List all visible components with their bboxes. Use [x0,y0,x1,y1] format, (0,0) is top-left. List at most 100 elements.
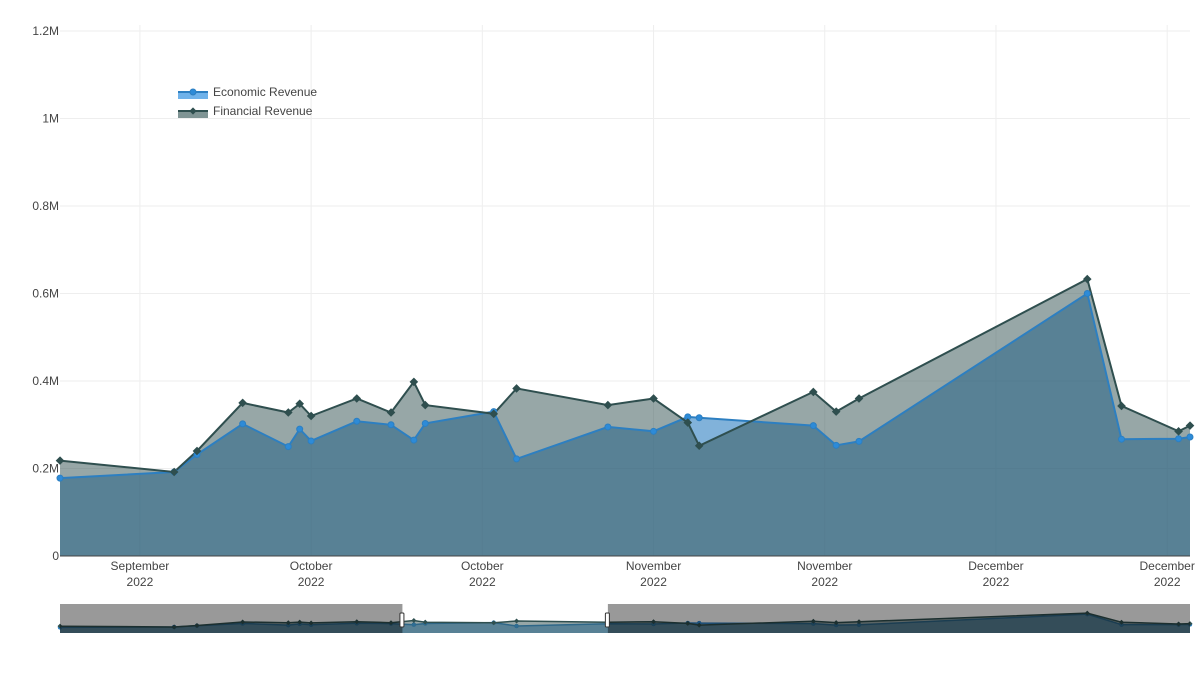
marker-layer [55,274,1195,482]
financial-revenue-point[interactable] [420,400,430,410]
y-tick-label: 1.2M [32,24,59,38]
financial-revenue-point[interactable] [169,467,179,477]
financial-revenue-point[interactable] [352,394,362,403]
economic-revenue-point[interactable] [56,474,64,482]
range-mini-point [285,620,291,626]
range-mini-point [856,619,862,625]
financial-revenue-point[interactable] [1174,427,1183,436]
range-mini-point [240,619,246,625]
range-handle-right[interactable] [604,612,610,628]
financial-revenue-point[interactable] [512,384,521,393]
x-tick-label: December 2022 [1139,559,1194,589]
financial-revenue-point[interactable] [409,377,419,387]
range-mini-point [354,619,360,625]
range-mini-point [411,617,417,623]
financial-revenue-point[interactable] [306,411,316,421]
range-mini-point [696,622,702,628]
x-tick-label: October 2022 [290,559,333,589]
financial-revenue-point[interactable] [854,394,864,403]
economic-revenue-point[interactable] [239,420,247,428]
economic-revenue-point[interactable] [1083,290,1091,297]
y-tick-label: 0.8M [32,199,59,213]
range-mini-point [422,619,428,625]
economic-revenue-point[interactable] [296,425,304,433]
y-tick-label: 1M [42,112,59,126]
range-mini-point [171,624,177,630]
legend[interactable]: Economic Revenue Financial Revenue [178,85,317,118]
line-economic-revenue [59,291,1191,480]
economic-revenue-point[interactable] [513,455,521,463]
financial-revenue-point[interactable] [386,408,396,417]
range-mini-point [514,618,520,624]
economic-revenue-point[interactable] [1186,433,1194,441]
range-mini-point [57,623,63,629]
x-tick-label: October 2022 [461,559,504,589]
range-mini-point [651,619,657,625]
economic-revenue-point[interactable] [695,414,703,422]
economic-revenue-point[interactable] [650,427,658,435]
range-mini-point [810,618,816,624]
economic-revenue-point[interactable] [307,437,315,445]
range-mini-point [1084,610,1090,616]
financial-revenue-point[interactable] [489,409,499,419]
range-mini-point [194,622,200,628]
y-tick-label: 0.4M [32,374,59,388]
economic-revenue-point[interactable] [387,421,395,429]
y-tick-label: 0 [52,549,59,563]
line-financial-revenue [59,277,1191,474]
range-handle-left[interactable] [399,612,405,628]
range-mini-line [59,612,1191,628]
range-slider[interactable] [57,604,1193,633]
range-mini-point [685,620,691,626]
economic-revenue-point[interactable] [410,436,418,444]
financial-revenue-point[interactable] [1082,274,1092,284]
financial-revenue-point[interactable] [809,387,818,397]
range-mask-right [607,604,1190,633]
financial-revenue-point[interactable] [1117,401,1126,411]
y-tick-label: 0.2M [32,462,59,476]
financial-revenue-point[interactable] [283,408,293,417]
x-tick-label: September 2022 [111,559,170,589]
legend-marker [189,107,197,115]
economic-revenue-point[interactable] [855,437,863,445]
x-tick-label: November 2022 [626,559,681,589]
financial-revenue-point[interactable] [683,418,693,427]
economic-revenue-point[interactable] [421,419,429,427]
legend-item-financial-revenue[interactable]: Financial Revenue [178,104,313,118]
range-mini-point [388,620,394,626]
legend-marker [189,88,197,96]
financial-revenue-point[interactable] [831,407,841,416]
financial-revenue-point[interactable] [55,456,65,465]
economic-revenue-point[interactable] [1175,435,1183,443]
x-tick-label: November 2022 [797,559,852,589]
legend-item-economic-revenue[interactable]: Economic Revenue [178,85,317,99]
range-mini-point [1187,621,1193,627]
range-mini-point [308,620,314,626]
financial-revenue-point[interactable] [238,398,247,408]
economic-revenue-point[interactable] [284,443,292,451]
range-mini-point [297,619,303,625]
axis-layer: 0 0.2M 0.4M 0.6M 0.8M 1M 1.2M September 2022 Octo… [32,24,1195,589]
financial-revenue-point[interactable] [603,400,613,410]
range-mini-point [833,620,839,626]
financial-revenue-point[interactable] [192,446,202,456]
economic-revenue-point[interactable] [832,441,840,449]
financial-revenue-point[interactable] [694,441,704,451]
economic-revenue-point[interactable] [604,423,612,431]
range-mini-area [60,613,1190,633]
range-mini-point [1119,619,1125,625]
economic-revenue-point[interactable] [809,422,817,430]
range-mini-point [491,620,497,626]
financial-revenue-point[interactable] [649,394,658,403]
legend-label: Financial Revenue [213,104,313,118]
area-financial-revenue [60,279,1190,556]
economic-revenue-point[interactable] [1118,435,1126,443]
area-layer [60,279,1190,556]
range-mini-point [1176,621,1182,627]
legend-label: Economic Revenue [213,85,317,99]
financial-revenue-point[interactable] [1185,421,1195,430]
financial-revenue-point[interactable] [295,399,305,409]
economic-revenue-point[interactable] [353,417,361,425]
